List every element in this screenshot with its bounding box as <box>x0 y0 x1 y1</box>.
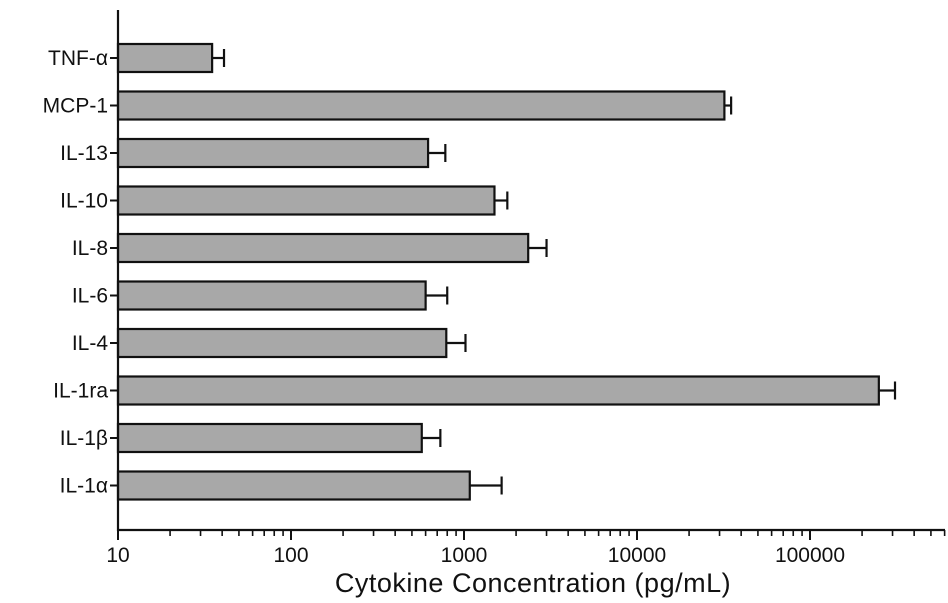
x-tick-label-4: 10000 <box>608 544 666 567</box>
category-label-9: IL-1β <box>60 427 108 450</box>
x-tick-label-3: 1000 <box>441 544 488 567</box>
bar-9 <box>116 422 423 454</box>
bars-layer <box>116 42 880 501</box>
bar-5 <box>116 232 530 264</box>
bar-6 <box>116 280 427 311</box>
x-tick-label-2: 100 <box>273 544 308 567</box>
x-axis-title: Cytokine Concentration (pg/mL) <box>335 568 731 598</box>
error-bars-layer <box>212 49 897 495</box>
bar-3 <box>116 137 430 169</box>
category-label-4: IL-10 <box>60 190 108 213</box>
category-label-6: IL-6 <box>72 285 108 308</box>
category-label-1: TNF-α <box>48 47 108 70</box>
category-label-7: IL-4 <box>72 332 109 355</box>
category-label-3: IL-13 <box>60 142 108 165</box>
category-label-5: IL-8 <box>72 237 108 260</box>
category-label-10: IL-1α <box>60 475 108 498</box>
x-tick-label-1: 10 <box>106 544 129 567</box>
category-label-2: MCP-1 <box>43 95 108 118</box>
bar-4 <box>116 185 496 216</box>
x-tick-label-5: 100000 <box>775 544 845 567</box>
category-label-8: IL-1ra <box>53 380 108 403</box>
bar-7 <box>116 327 448 359</box>
axes-layer <box>110 10 946 540</box>
bar-1 <box>116 42 214 74</box>
bar-2 <box>116 90 726 121</box>
bar-10 <box>116 470 471 501</box>
labels-layer: TNF-α MCP-1 IL-13 IL-10 IL-8 IL-6 IL-4 IL-1ra IL… <box>43 47 845 567</box>
bar-8 <box>116 375 880 406</box>
